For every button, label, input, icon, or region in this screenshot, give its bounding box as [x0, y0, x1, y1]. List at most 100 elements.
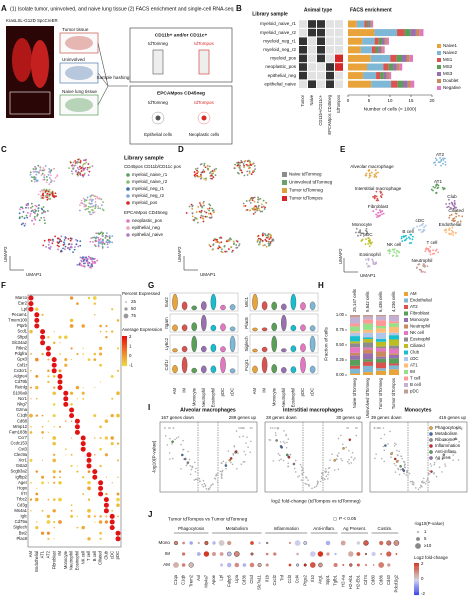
- umap-point: [254, 168, 256, 171]
- volcano-point: [327, 473, 329, 476]
- umap-point: [239, 164, 241, 167]
- bar-segment: [409, 54, 414, 62]
- umap-point: [94, 262, 96, 265]
- umap-point: [203, 162, 206, 165]
- plot-frame: [27, 294, 122, 548]
- volcano-point: [456, 428, 458, 431]
- expr-dot: [81, 391, 85, 395]
- volcano-point: [403, 464, 406, 466]
- umap-point: [91, 260, 94, 263]
- umap-point: [367, 242, 370, 245]
- umap-point: [34, 168, 37, 171]
- volcano-point: [164, 427, 166, 429]
- umap-point: [209, 245, 212, 248]
- umap-point: [455, 212, 458, 215]
- volcano-point: [284, 442, 286, 444]
- highlight-point: [234, 450, 238, 453]
- gene-label: Xcr1: [18, 458, 27, 463]
- fc-dot: [342, 564, 345, 566]
- violin: [191, 305, 197, 311]
- volcano-point: [240, 463, 243, 466]
- expr-dot: [40, 340, 46, 346]
- umap-point: [50, 174, 52, 177]
- umap-point: [106, 243, 109, 246]
- umap-point: [201, 171, 204, 173]
- gene-label: Pdgfra: [15, 351, 28, 356]
- volcano-point: [269, 427, 272, 429]
- label: P < 0.05: [339, 516, 357, 521]
- volcano-point: [247, 446, 249, 448]
- expr-dot: [116, 391, 120, 396]
- expr-dot: [41, 481, 45, 485]
- expr-dot: [99, 436, 102, 440]
- matrix-cell: [335, 37, 343, 45]
- umap-point: [452, 217, 454, 220]
- umap-point: [33, 176, 36, 178]
- expr-dot: [117, 476, 119, 478]
- label: myeloid_neg_r1: [132, 186, 165, 191]
- expr-dot: [87, 470, 91, 473]
- gene-label: Cx3cr1: [14, 368, 28, 373]
- volcano-point: [337, 452, 340, 454]
- umap-point: [79, 161, 82, 164]
- fc-dot: [218, 540, 225, 546]
- volcano-point: [194, 478, 197, 481]
- umap-point: [193, 171, 196, 173]
- bar-segment: [363, 315, 373, 317]
- matrix-cell: [308, 80, 316, 88]
- fc-dot: [220, 563, 224, 567]
- umap-point: [236, 164, 239, 167]
- label: Anti-inflam.: [435, 449, 457, 454]
- label: 5: [368, 98, 371, 103]
- umap-point: [47, 173, 50, 176]
- label: 2: [129, 334, 132, 339]
- umap-point: [76, 171, 79, 174]
- volcano-point: [455, 427, 458, 429]
- expr-dot: [104, 453, 108, 457]
- umap-point: [371, 171, 373, 174]
- umap-point: [252, 169, 255, 172]
- volcano-point: [325, 475, 328, 478]
- colorbar: [122, 361, 127, 364]
- volcano-point: [220, 473, 223, 476]
- matrix-cell: [326, 80, 334, 88]
- violin: [229, 368, 236, 374]
- expr-dot: [47, 420, 50, 422]
- umap-point: [63, 248, 66, 251]
- volcano-point: [180, 467, 182, 470]
- umap-point: [259, 197, 262, 200]
- label: 0.00: [336, 372, 345, 377]
- umap-point: [411, 238, 414, 241]
- legend-swatch: [404, 318, 408, 322]
- fc-dot: [395, 553, 398, 555]
- umap-point: [429, 249, 432, 252]
- fc-dot: [265, 552, 269, 556]
- label: Neoplastic cells: [189, 132, 220, 137]
- violin: [229, 326, 236, 332]
- legend-swatch: [404, 311, 408, 316]
- umap-point: [69, 161, 72, 164]
- expr-dot: [110, 442, 114, 446]
- umap-point: [94, 236, 97, 239]
- umap-point: [39, 190, 42, 193]
- umap-point: [77, 158, 80, 161]
- umap-point: [265, 245, 268, 248]
- volcano-point: [209, 486, 212, 488]
- umap-point: [372, 262, 375, 265]
- bar-segment: [376, 351, 386, 357]
- bar-segment: [389, 332, 399, 336]
- umap-point: [375, 213, 378, 216]
- umap-point: [79, 256, 82, 259]
- umap-point: [367, 257, 370, 260]
- legend-swatch: [404, 305, 408, 309]
- volcano-point: [347, 427, 350, 429]
- expr-dot: [52, 391, 56, 395]
- umap-point: [27, 206, 30, 209]
- umap-point: [231, 251, 233, 253]
- umap-point: [35, 173, 38, 176]
- label: T cell: [410, 376, 420, 381]
- expr-dot: [58, 497, 62, 502]
- umap-point: [373, 195, 376, 198]
- fc-dot: [288, 541, 292, 545]
- label: pDC: [220, 388, 225, 396]
